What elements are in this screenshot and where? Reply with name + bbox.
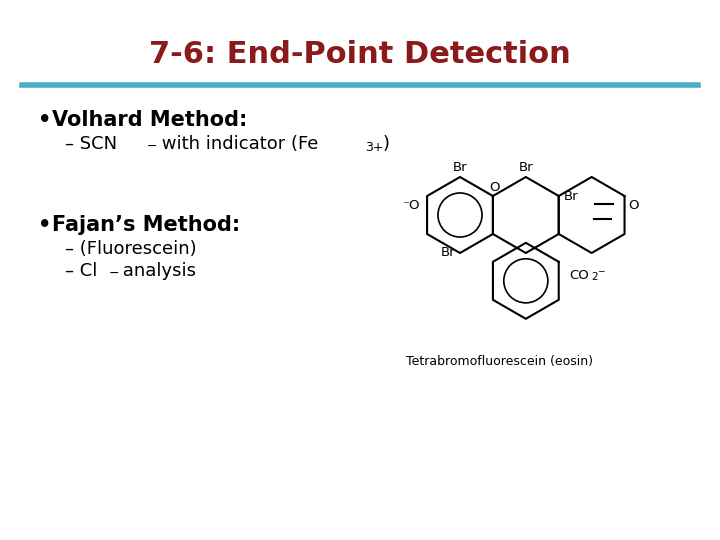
Text: 7-6: End-Point Detection: 7-6: End-Point Detection xyxy=(149,40,571,69)
Text: Br: Br xyxy=(564,190,578,202)
Text: ⁻O: ⁻O xyxy=(402,199,420,212)
Text: Br: Br xyxy=(518,161,533,174)
Text: – (Fluorescein): – (Fluorescein) xyxy=(65,240,197,258)
Text: 3+: 3+ xyxy=(365,141,384,154)
Text: •: • xyxy=(38,215,51,235)
Text: Fajan’s Method:: Fajan’s Method: xyxy=(52,215,240,235)
Text: −: − xyxy=(147,140,158,153)
Text: ): ) xyxy=(383,135,390,153)
Text: Br: Br xyxy=(441,246,455,260)
Text: – SCN: – SCN xyxy=(65,135,117,153)
Text: O: O xyxy=(629,199,639,212)
Text: – Cl: – Cl xyxy=(65,262,97,280)
Text: −: − xyxy=(109,267,120,280)
Text: analysis: analysis xyxy=(117,262,196,280)
Text: CO: CO xyxy=(569,268,588,282)
Text: with indicator (Fe: with indicator (Fe xyxy=(156,135,318,153)
Text: Volhard Method:: Volhard Method: xyxy=(52,110,248,130)
Text: Br: Br xyxy=(453,161,467,174)
Text: O: O xyxy=(490,181,500,194)
Text: Tetrabromofluorescein (eosin): Tetrabromofluorescein (eosin) xyxy=(407,355,593,368)
Text: •: • xyxy=(38,110,51,130)
Text: −: − xyxy=(597,267,604,275)
Text: 2: 2 xyxy=(591,272,598,282)
